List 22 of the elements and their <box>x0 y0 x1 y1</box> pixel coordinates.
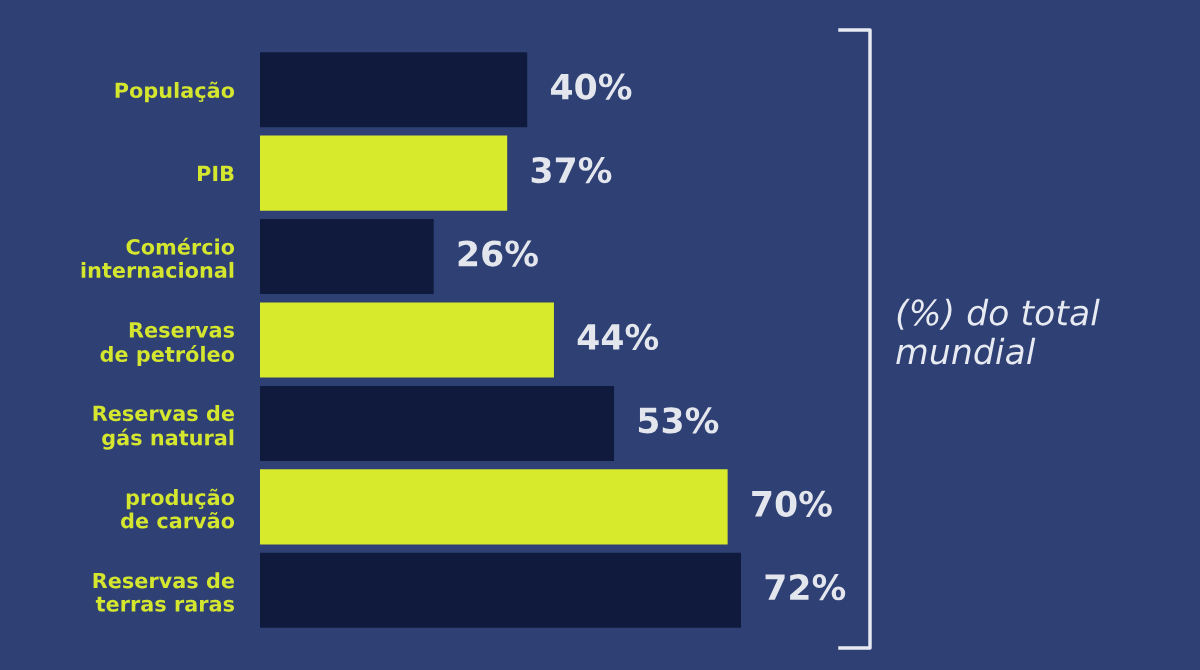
bar <box>260 219 434 295</box>
data-label: 44% <box>577 323 659 351</box>
y-tick-label: Reservas de terras raras <box>93 572 235 612</box>
bar <box>260 135 508 211</box>
bar <box>260 552 741 628</box>
bar <box>260 302 554 378</box>
y-tick-label: produção de carvão <box>121 488 235 529</box>
data-label: 40% <box>551 73 632 100</box>
y-tick-label: População <box>115 81 235 103</box>
y-tick-label: Reservas de gás natural <box>93 405 234 450</box>
bar <box>260 52 528 128</box>
bar <box>260 469 728 545</box>
bar <box>260 385 615 461</box>
y-tick-label: Reservas de petróleo <box>100 322 235 367</box>
data-label: 72% <box>765 574 846 601</box>
data-label: 26% <box>458 240 538 267</box>
data-label: 53% <box>638 407 719 434</box>
data-label: 37% <box>531 156 612 184</box>
y-tick-label: PIB <box>198 165 234 182</box>
text: (%) do total mundial <box>896 298 1100 365</box>
data-label: 70% <box>752 490 832 517</box>
y-tick-label: Comércio internacional <box>81 237 235 279</box>
